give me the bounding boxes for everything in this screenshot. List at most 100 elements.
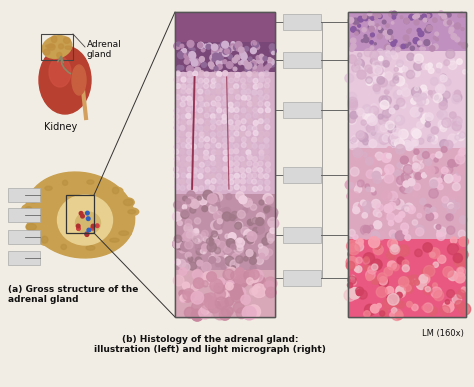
- Circle shape: [228, 149, 234, 154]
- Circle shape: [199, 197, 207, 205]
- Circle shape: [348, 276, 356, 284]
- Circle shape: [436, 84, 445, 94]
- Circle shape: [258, 65, 262, 68]
- Circle shape: [191, 144, 197, 149]
- Circle shape: [425, 208, 431, 214]
- Circle shape: [201, 306, 210, 314]
- Circle shape: [392, 22, 394, 24]
- Circle shape: [428, 68, 434, 74]
- Circle shape: [249, 272, 255, 278]
- Circle shape: [232, 240, 241, 249]
- Circle shape: [237, 223, 242, 228]
- Circle shape: [210, 72, 216, 77]
- Circle shape: [180, 161, 185, 166]
- Circle shape: [259, 77, 264, 82]
- Circle shape: [423, 303, 433, 312]
- Circle shape: [266, 287, 276, 298]
- Circle shape: [388, 261, 396, 270]
- Circle shape: [423, 243, 432, 252]
- Circle shape: [180, 44, 184, 48]
- Circle shape: [236, 192, 244, 200]
- Circle shape: [186, 89, 191, 94]
- Circle shape: [210, 95, 216, 100]
- Circle shape: [180, 295, 188, 302]
- Circle shape: [191, 291, 204, 304]
- Bar: [348, 12, 466, 317]
- Circle shape: [347, 193, 354, 200]
- Circle shape: [392, 263, 399, 271]
- Circle shape: [215, 297, 228, 310]
- Ellipse shape: [75, 212, 100, 234]
- Circle shape: [394, 170, 401, 176]
- Circle shape: [421, 114, 430, 124]
- Circle shape: [384, 164, 394, 174]
- Circle shape: [350, 276, 355, 280]
- Circle shape: [386, 24, 389, 27]
- Ellipse shape: [42, 36, 72, 58]
- Circle shape: [177, 65, 182, 70]
- Circle shape: [227, 262, 232, 268]
- Circle shape: [423, 48, 425, 50]
- Circle shape: [209, 204, 218, 213]
- Circle shape: [433, 262, 438, 267]
- Circle shape: [217, 126, 222, 131]
- Circle shape: [455, 23, 461, 29]
- Circle shape: [237, 211, 246, 218]
- Circle shape: [198, 108, 203, 113]
- Circle shape: [371, 33, 374, 37]
- Circle shape: [211, 178, 216, 183]
- Circle shape: [439, 98, 447, 106]
- Circle shape: [180, 131, 184, 136]
- Circle shape: [201, 233, 206, 237]
- Circle shape: [198, 78, 203, 83]
- Circle shape: [417, 213, 421, 218]
- Circle shape: [264, 66, 269, 70]
- Circle shape: [226, 281, 234, 289]
- Circle shape: [241, 126, 246, 131]
- Circle shape: [383, 31, 388, 35]
- Circle shape: [185, 241, 193, 249]
- Circle shape: [222, 50, 229, 57]
- Circle shape: [433, 44, 438, 50]
- Circle shape: [194, 67, 201, 74]
- Circle shape: [427, 29, 431, 33]
- Circle shape: [241, 227, 249, 235]
- Circle shape: [463, 70, 467, 74]
- Circle shape: [246, 67, 250, 70]
- Circle shape: [223, 60, 227, 63]
- Circle shape: [392, 53, 398, 59]
- Circle shape: [207, 272, 217, 282]
- Circle shape: [187, 125, 192, 130]
- Circle shape: [216, 103, 221, 108]
- Text: (a) Gross structure of the
adrenal gland: (a) Gross structure of the adrenal gland: [8, 285, 138, 305]
- Circle shape: [195, 239, 200, 243]
- Circle shape: [258, 244, 263, 248]
- Circle shape: [441, 147, 447, 152]
- Circle shape: [446, 166, 453, 173]
- Circle shape: [403, 164, 413, 175]
- Circle shape: [223, 126, 228, 131]
- Circle shape: [81, 214, 84, 218]
- Circle shape: [428, 91, 432, 95]
- Circle shape: [187, 150, 192, 155]
- Circle shape: [205, 180, 210, 185]
- Circle shape: [398, 245, 410, 256]
- Circle shape: [357, 180, 364, 187]
- Circle shape: [383, 95, 390, 101]
- Circle shape: [210, 64, 214, 69]
- Circle shape: [204, 132, 209, 137]
- Circle shape: [87, 228, 91, 232]
- Circle shape: [259, 200, 264, 205]
- Circle shape: [365, 65, 372, 72]
- Circle shape: [420, 274, 430, 284]
- Circle shape: [201, 249, 205, 253]
- Circle shape: [384, 204, 392, 213]
- Circle shape: [175, 84, 181, 89]
- Circle shape: [253, 108, 258, 113]
- Circle shape: [363, 111, 373, 122]
- Circle shape: [241, 150, 246, 155]
- Circle shape: [369, 236, 380, 248]
- Circle shape: [181, 49, 186, 55]
- Circle shape: [181, 242, 190, 252]
- Circle shape: [413, 183, 420, 190]
